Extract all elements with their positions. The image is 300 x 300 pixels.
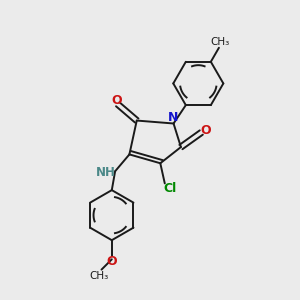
- Text: CH₃: CH₃: [211, 38, 230, 47]
- Text: O: O: [106, 255, 117, 268]
- Text: CH₃: CH₃: [89, 271, 109, 281]
- Text: O: O: [111, 94, 122, 107]
- Text: Cl: Cl: [164, 182, 177, 195]
- Text: N: N: [168, 110, 179, 124]
- Text: NH: NH: [96, 166, 116, 179]
- Text: O: O: [200, 124, 211, 137]
